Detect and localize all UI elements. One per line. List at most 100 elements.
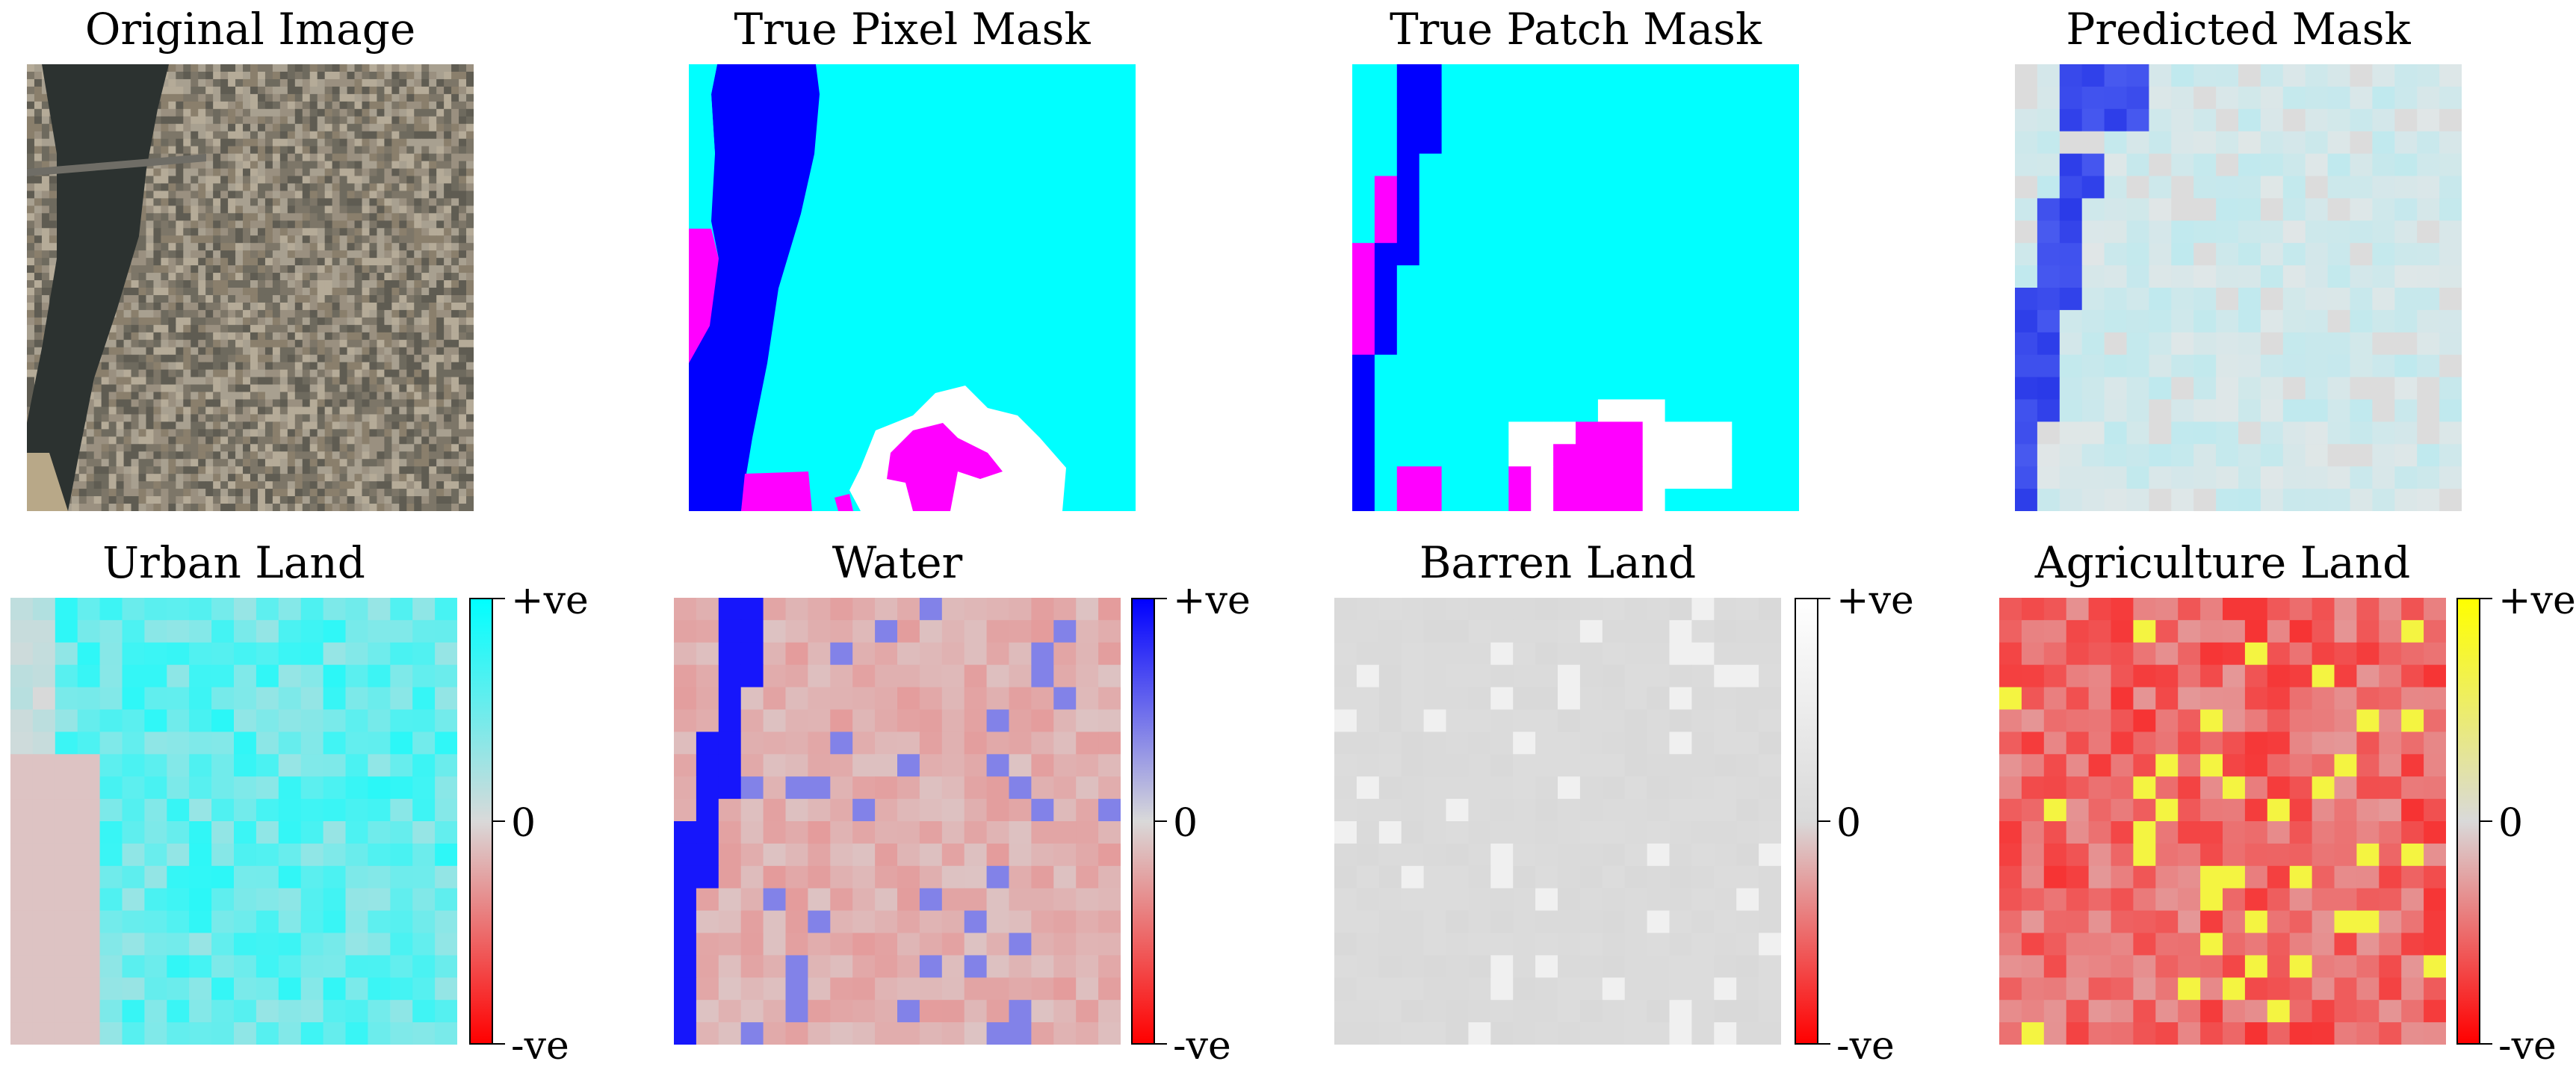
satellite-texture-cell <box>272 146 281 155</box>
satellite-texture-cell <box>317 496 326 504</box>
patch-mask-cell <box>1352 265 1375 288</box>
patch-mask-cell <box>1464 399 1487 422</box>
satellite-texture-cell <box>384 459 392 467</box>
satellite-texture-cell <box>436 369 445 378</box>
satellite-texture-cell <box>406 317 415 326</box>
satellite-texture-cell <box>414 481 422 489</box>
water-heatmap-cell <box>875 642 898 666</box>
water-heatmap-cell <box>740 754 764 777</box>
predicted-mask-cell <box>2149 153 2172 176</box>
satellite-texture-cell <box>235 243 244 251</box>
satellite-texture-cell <box>324 384 333 393</box>
satellite-texture-cell <box>176 429 184 437</box>
satellite-texture-cell <box>436 168 445 176</box>
satellite-texture-cell <box>444 161 452 170</box>
satellite-texture-cell <box>377 459 385 467</box>
satellite-texture-cell <box>332 183 341 191</box>
satellite-texture-cell <box>191 116 199 125</box>
satellite-texture-cell <box>317 86 326 95</box>
satellite-texture-cell <box>399 474 407 482</box>
urban-heatmap-cell <box>234 642 257 666</box>
satellite-texture-cell <box>243 71 251 80</box>
satellite-texture-cell <box>34 131 43 140</box>
satellite-texture-cell <box>168 302 176 311</box>
patch-mask-cell <box>1374 444 1398 467</box>
satellite-texture-cell <box>168 369 176 378</box>
satellite-texture-cell <box>332 369 341 378</box>
satellite-texture-cell <box>451 146 459 155</box>
urban-heatmap-cell <box>32 732 56 755</box>
satellite-texture-cell <box>339 64 348 72</box>
satellite-texture-cell <box>324 459 333 467</box>
satellite-texture-cell <box>332 213 341 221</box>
satellite-texture-cell <box>406 183 415 191</box>
satellite-texture-cell <box>429 309 437 318</box>
predicted-mask-cell <box>2439 444 2462 467</box>
satellite-texture-cell <box>41 243 50 251</box>
predicted-mask-cell <box>2350 377 2373 400</box>
satellite-texture-cell <box>302 392 311 400</box>
patch-mask-cell <box>1553 153 1576 176</box>
satellite-texture-cell <box>347 198 356 206</box>
satellite-texture-cell <box>421 309 430 318</box>
satellite-texture-cell <box>272 243 281 251</box>
satellite-texture-cell <box>78 489 87 497</box>
satellite-texture-cell <box>220 474 229 482</box>
satellite-texture-cell <box>272 288 281 296</box>
satellite-texture-cell <box>302 481 311 489</box>
satellite-texture-cell <box>294 213 303 221</box>
satellite-texture-cell <box>161 213 169 221</box>
satellite-texture-cell <box>153 324 161 333</box>
satellite-texture-cell <box>78 481 87 489</box>
patch-mask-cell <box>1352 198 1375 221</box>
patch-mask-cell <box>1441 86 1464 110</box>
satellite-texture-cell <box>406 78 415 87</box>
satellite-texture-cell <box>362 392 370 400</box>
satellite-texture-cell <box>406 213 415 221</box>
water-heatmap-cell <box>986 709 1009 732</box>
satellite-texture-cell <box>377 93 385 102</box>
water-heatmap-cell <box>1031 664 1054 688</box>
satellite-texture-cell <box>384 496 392 504</box>
satellite-texture-cell <box>198 384 206 393</box>
satellite-texture-cell <box>347 131 356 140</box>
predicted-mask-cell <box>2305 354 2329 378</box>
satellite-texture-cell <box>257 93 266 102</box>
satellite-texture-cell <box>272 250 281 259</box>
satellite-texture-cell <box>302 474 311 482</box>
satellite-texture-cell <box>384 138 392 147</box>
satellite-texture-cell <box>339 108 348 117</box>
satellite-texture-cell <box>220 317 229 326</box>
satellite-texture-cell <box>27 138 35 147</box>
satellite-texture-cell <box>235 228 244 236</box>
patch-mask-cell <box>1352 354 1375 378</box>
satellite-texture-cell <box>27 101 35 110</box>
predicted-mask-cell <box>2394 86 2418 110</box>
urban-heatmap-cell <box>77 619 101 643</box>
satellite-texture-cell <box>213 228 221 236</box>
satellite-texture-cell <box>354 339 362 348</box>
satellite-texture-cell <box>451 123 459 132</box>
satellite-texture-cell <box>414 414 422 422</box>
patch-mask-cell <box>1665 399 1688 422</box>
satellite-texture-cell <box>309 123 318 132</box>
predicted-mask-cell <box>2439 198 2462 221</box>
patch-mask-cell <box>1531 86 1554 110</box>
satellite-texture-cell <box>399 108 407 117</box>
satellite-texture-cell <box>391 250 400 259</box>
satellite-texture-cell <box>213 317 221 326</box>
satellite-texture-cell <box>324 235 333 244</box>
urban-heatmap-cell <box>256 910 279 933</box>
satellite-texture-cell <box>406 339 415 348</box>
satellite-texture-cell <box>414 369 422 378</box>
satellite-texture-cell <box>243 78 251 87</box>
satellite-texture-cell <box>347 324 356 333</box>
satellite-texture-cell <box>406 377 415 386</box>
satellite-texture-cell <box>324 71 333 80</box>
satellite-texture-cell <box>377 436 385 445</box>
satellite-texture-cell <box>138 377 146 386</box>
satellite-texture-cell <box>429 138 437 147</box>
satellite-texture-cell <box>362 414 370 422</box>
predicted-mask-cell <box>2238 265 2261 288</box>
satellite-texture-cell <box>272 302 281 311</box>
